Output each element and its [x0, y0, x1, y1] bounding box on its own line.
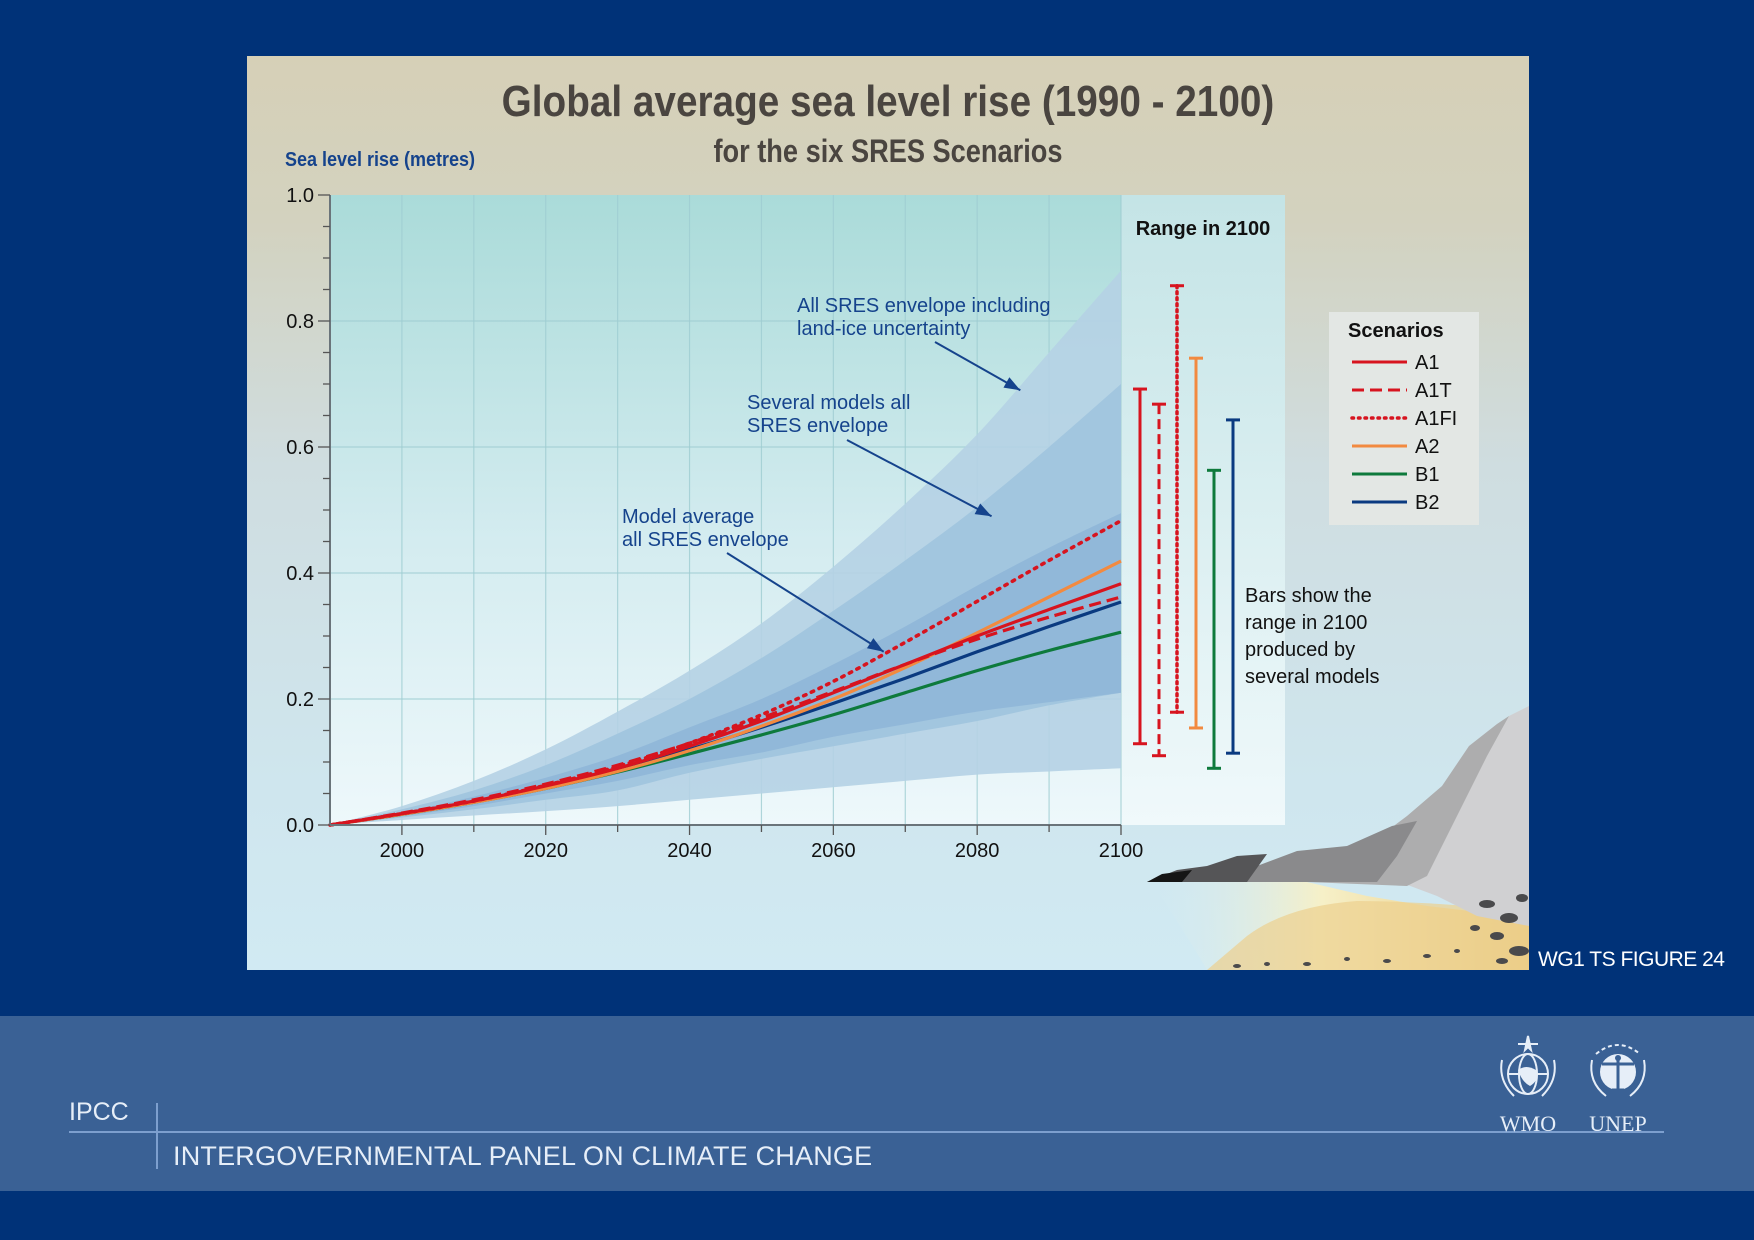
arrowhead-icon [866, 638, 884, 652]
y-tick-label: 0.2 [286, 689, 314, 711]
unep-emblem-icon [1590, 1044, 1646, 1097]
y-tick-label: 0.8 [286, 311, 314, 333]
sea-level-chart: Global average sea level rise (1990 - 21… [285, 76, 1529, 970]
figure-panel: Global average sea level rise (1990 - 21… [247, 56, 1529, 970]
chart-title: Global average sea level rise (1990 - 21… [502, 76, 1275, 126]
legend: Scenarios A1 A1T A1FI A2 B1 B2 [1329, 312, 1479, 525]
legend-entry: A2 [1352, 436, 1439, 458]
wmo-logo: WMO [1488, 1030, 1568, 1137]
x-tick-label: 2040 [667, 840, 712, 862]
unep-logo: UNEP [1578, 1030, 1658, 1137]
range-bar-a1t [1152, 402, 1166, 758]
cliff-light [1397, 706, 1529, 926]
range-note: Bars show the range in 2100 produced by … [1245, 585, 1380, 688]
annotation-text: Several models all [747, 392, 910, 414]
range-panel-title: Range in 2100 [1136, 218, 1271, 240]
legend-label: B1 [1415, 464, 1439, 486]
range-panel [1121, 195, 1285, 825]
ipcc-short-name: IPCC [69, 1098, 129, 1126]
legend-title: Scenarios [1348, 320, 1444, 342]
beach-rocks [1233, 894, 1529, 968]
arrowhead-icon [1003, 377, 1021, 391]
range-note-line: Bars show the [1245, 585, 1372, 607]
legend-entry: A1 [1352, 352, 1439, 374]
legend-entry: A1FI [1350, 408, 1457, 430]
footer-band [0, 1016, 1754, 1191]
arrowhead-icon [974, 503, 992, 517]
y-tick-label: 0.4 [286, 563, 314, 585]
range-bar-a1 [1133, 387, 1147, 746]
y-tick-label: 0.0 [286, 815, 314, 837]
x-tick-label: 2100 [1099, 840, 1144, 862]
annotation-arrow [934, 341, 1021, 392]
wmo-logo-text: WMO [1499, 1111, 1557, 1136]
range-note-line: range in 2100 [1245, 612, 1367, 634]
range-bar-a2 [1189, 356, 1203, 730]
y-axis-label: Sea level rise (metres) [285, 149, 475, 171]
ipcc-full-name: INTERGOVERNMENTAL PANEL ON CLIMATE CHANG… [173, 1141, 873, 1171]
legend-label: B2 [1415, 492, 1439, 514]
annotation-text: Model average [622, 506, 754, 528]
range-bar-b1 [1207, 468, 1221, 770]
annotation-text: All SRES envelope including [797, 295, 1051, 317]
cliff-darkest [1147, 870, 1192, 882]
x-tick-label: 2020 [523, 840, 568, 862]
annotation-text: SRES envelope [747, 415, 888, 437]
range-note-line: produced by [1245, 639, 1355, 661]
x-tick-label: 2080 [955, 840, 1000, 862]
series-line-a1fi [328, 518, 1123, 827]
x-tick-label: 2000 [380, 840, 425, 862]
scenario-lines [328, 518, 1123, 827]
legend-entry: A1T [1352, 380, 1452, 402]
range-bar-a1fi [1170, 283, 1184, 714]
envelope-band [330, 513, 1121, 825]
legend-label: A1T [1415, 380, 1452, 402]
legend-entry: B1 [1352, 464, 1439, 486]
chart-subtitle: for the six SRES Scenarios [713, 134, 1062, 170]
unep-logo-text: UNEP [1589, 1111, 1647, 1136]
x-tick-label: 2060 [811, 840, 856, 862]
range-bars [1133, 283, 1240, 770]
sand-beach-dark [1207, 901, 1529, 970]
legend-label: A1FI [1415, 408, 1457, 430]
range-note-line: several models [1245, 666, 1380, 688]
legend-entry: B2 [1352, 492, 1439, 514]
range-bar-b2 [1226, 418, 1240, 755]
y-tick-label: 0.6 [286, 437, 314, 459]
footer-divider-horizontal [69, 1131, 1664, 1133]
cliff-mid [1307, 716, 1509, 886]
wmo-emblem-icon [1500, 1035, 1556, 1097]
annotation-text: all SRES envelope [622, 529, 789, 551]
annotation-arrow [726, 552, 885, 653]
coastline-illustration [1147, 706, 1529, 970]
footer-divider-vertical [156, 1103, 158, 1169]
axes: 0.0 0.2 0.4 0.6 0.8 1.0 2000 2020 2040 2060 2080 21… [286, 185, 1143, 862]
legend-label: A1 [1415, 352, 1439, 374]
figure-id-label: WG1 TS FIGURE 24 [1538, 948, 1725, 971]
legend-label: A2 [1415, 436, 1439, 458]
annotation-arrow [846, 439, 993, 518]
cliff-dark [1237, 821, 1417, 882]
annotation-text: land-ice uncertainty [797, 318, 970, 340]
y-tick-label: 1.0 [286, 185, 314, 207]
